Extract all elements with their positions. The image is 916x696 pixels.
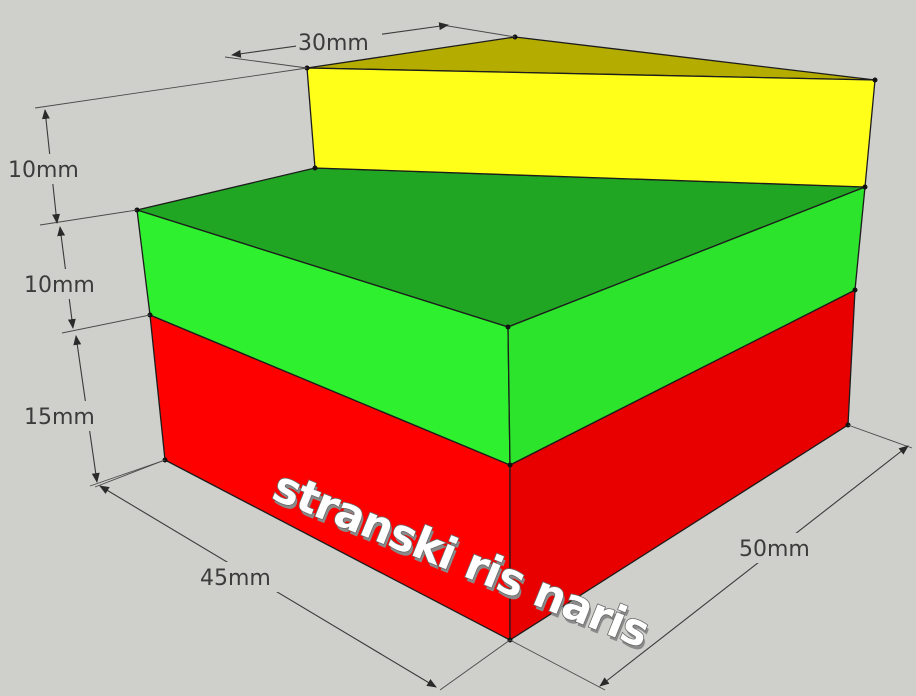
dimension-label-top-height: 10mm: [8, 158, 79, 183]
dimension-label-middle-height: 10mm: [24, 273, 95, 298]
vertex-dots: [134, 34, 878, 643]
dimension-label-base-width: 50mm: [739, 537, 810, 562]
dimension-label-bottom-height: 15mm: [24, 405, 95, 430]
dimension-top-width: 30mm: [224, 22, 516, 69]
dimension-label-top-width: 30mm: [298, 31, 369, 56]
dimension-base-depth: 45mm: [94, 459, 511, 691]
dimension-label-base-depth: 45mm: [200, 566, 271, 591]
yellow-front-face: [306, 67, 876, 188]
dimension-vertical-stack: 10mm 10mm 15mm: [6, 67, 308, 487]
dimension-base-width: 50mm: [509, 424, 913, 691]
